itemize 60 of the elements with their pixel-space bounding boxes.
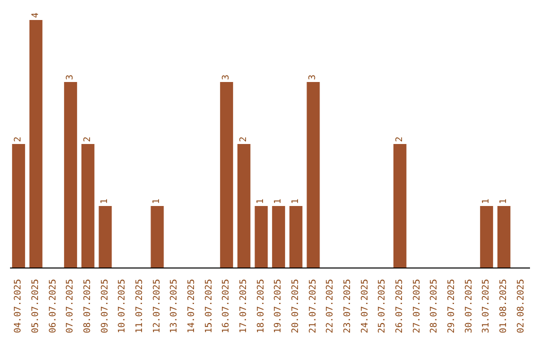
bar bbox=[150, 206, 164, 268]
data-label: 2 bbox=[394, 136, 405, 142]
bar bbox=[64, 82, 78, 268]
x-tick-label: 16.07.2025 bbox=[222, 279, 232, 334]
x-tick-label: 19.07.2025 bbox=[274, 279, 284, 334]
x-tick-label: 01.08.2025 bbox=[499, 279, 509, 334]
x-tick-label: 21.07.2025 bbox=[308, 279, 318, 334]
bar bbox=[12, 144, 26, 268]
data-label: 1 bbox=[498, 198, 509, 204]
data-label: 1 bbox=[100, 198, 110, 204]
bar bbox=[497, 206, 510, 268]
bar bbox=[306, 82, 320, 268]
x-tick-label: 31.07.2025 bbox=[482, 279, 492, 334]
data-label: 2 bbox=[14, 136, 24, 142]
x-tick-label: 18.07.2025 bbox=[256, 279, 266, 334]
x-tick-label: 28.07.2025 bbox=[430, 279, 440, 334]
x-tick-label: 20.07.2025 bbox=[291, 279, 301, 334]
bar bbox=[254, 206, 268, 268]
x-tick-label: 12.07.2025 bbox=[152, 279, 162, 334]
x-tick-label: 22.07.2025 bbox=[326, 279, 336, 334]
bar bbox=[81, 144, 94, 268]
data-label: 4 bbox=[30, 12, 41, 18]
data-label: 2 bbox=[82, 136, 93, 142]
data-label: 1 bbox=[482, 198, 492, 204]
x-tick-label: 05.07.2025 bbox=[31, 279, 41, 334]
x-tick-label: 06.07.2025 bbox=[48, 279, 58, 334]
bar bbox=[29, 20, 42, 268]
x-tick-label: 07.07.2025 bbox=[66, 279, 76, 334]
data-label: 1 bbox=[256, 198, 266, 204]
x-tick-label: 13.07.2025 bbox=[170, 279, 180, 334]
x-tick-label: 15.07.2025 bbox=[204, 279, 214, 334]
bar bbox=[237, 144, 250, 268]
x-tick-label: 04.07.2025 bbox=[14, 279, 24, 334]
x-tick-label: 25.07.2025 bbox=[378, 279, 388, 334]
data-label: 2 bbox=[238, 136, 249, 142]
x-tick-label: 11.07.2025 bbox=[135, 279, 145, 334]
x-tick-label: 14.07.2025 bbox=[187, 279, 197, 334]
x-tick-label: 24.07.2025 bbox=[360, 279, 370, 334]
x-tick-label: 17.07.2025 bbox=[239, 279, 249, 334]
data-label: 3 bbox=[308, 74, 318, 80]
x-tick-label: 09.07.2025 bbox=[100, 279, 110, 334]
x-tick-label: 29.07.2025 bbox=[447, 279, 457, 334]
bar bbox=[220, 82, 234, 268]
bar bbox=[393, 144, 406, 268]
x-tick-label: 08.07.2025 bbox=[83, 279, 93, 334]
data-label: 1 bbox=[274, 198, 284, 204]
data-label: 3 bbox=[222, 74, 232, 80]
x-tick-label: 02.08.2025 bbox=[516, 279, 526, 334]
bar bbox=[272, 206, 286, 268]
x-tick-label: 30.07.2025 bbox=[464, 279, 474, 334]
bar bbox=[98, 206, 112, 268]
data-label: 3 bbox=[66, 74, 76, 80]
data-label: 1 bbox=[290, 198, 301, 204]
data-label: 1 bbox=[152, 198, 162, 204]
x-tick-label: 10.07.2025 bbox=[118, 279, 128, 334]
bar bbox=[289, 206, 302, 268]
x-tick-label: 26.07.2025 bbox=[395, 279, 405, 334]
x-tick-label: 23.07.2025 bbox=[343, 279, 353, 334]
bar bbox=[480, 206, 494, 268]
x-tick-label: 27.07.2025 bbox=[412, 279, 422, 334]
